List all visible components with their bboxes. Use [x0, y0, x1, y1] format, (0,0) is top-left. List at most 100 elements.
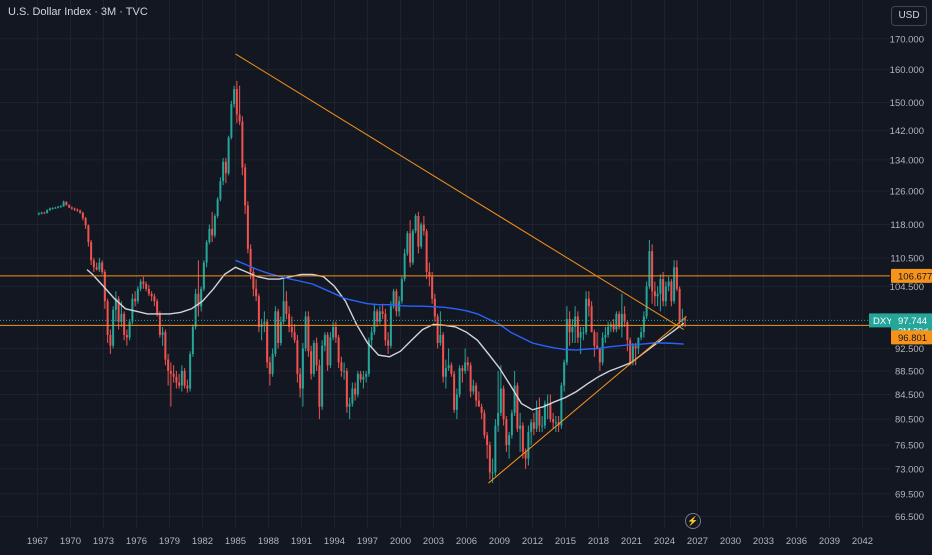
x-axis[interactable]: 1967 1970 1973 1976 1979 1982 1985 1988 1991 1994…	[27, 536, 873, 547]
candle-body	[145, 283, 148, 289]
candle-body	[431, 276, 434, 299]
candle-body	[516, 385, 519, 429]
candle-body	[475, 385, 478, 401]
candle-body	[549, 403, 552, 420]
candle-body	[664, 286, 667, 302]
candlestick-series	[37, 80, 687, 484]
candle-body	[508, 435, 511, 446]
x-tick-label: 2024	[654, 536, 675, 547]
current-price-label: 97.744	[898, 316, 927, 327]
candle-body	[252, 271, 255, 289]
candle-body	[532, 422, 535, 429]
candle-body	[659, 279, 662, 294]
chart-title: U.S. Dollar Index · 3M · TVC	[8, 6, 148, 18]
candle-body	[414, 215, 417, 232]
candle-body	[197, 293, 200, 307]
candle-body	[618, 313, 621, 327]
y-tick-label: 118.000	[890, 220, 924, 231]
candle-body	[249, 248, 252, 272]
candle-body	[301, 348, 304, 389]
candle-body	[499, 388, 502, 413]
y-tick-label: 92.500	[895, 344, 924, 355]
candle-body	[565, 319, 568, 363]
candle-body	[54, 207, 57, 209]
candle-body	[326, 334, 329, 366]
candle-body	[417, 215, 420, 247]
candle-body	[527, 431, 530, 459]
candle-body	[502, 388, 505, 420]
candle-body	[530, 422, 533, 432]
candle-body	[563, 362, 566, 386]
candle-body	[640, 332, 643, 338]
candle-body	[304, 316, 307, 349]
y-tick-label: 66.500	[895, 512, 924, 523]
candle-body	[200, 288, 203, 307]
candle-body	[488, 445, 491, 473]
candle-body	[615, 313, 618, 330]
candle-body	[43, 212, 46, 214]
candle-body	[505, 419, 508, 446]
candle-body	[290, 326, 293, 333]
candle-body	[571, 326, 574, 333]
candle-body	[554, 422, 557, 424]
candle-body	[483, 412, 486, 436]
candle-body	[68, 205, 71, 208]
candle-body	[343, 370, 346, 372]
candle-body	[238, 114, 241, 122]
candle-body	[598, 348, 601, 363]
candle-body	[362, 376, 365, 380]
candle-body	[323, 334, 326, 346]
candle-body	[147, 288, 150, 294]
candle-body	[109, 334, 112, 346]
candle-body	[684, 319, 687, 321]
candle-body	[169, 370, 172, 374]
lightning-bolt-icon[interactable]: ⚡	[685, 513, 701, 529]
x-tick-label: 2003	[423, 536, 444, 547]
moving-average-lines	[86, 259, 685, 411]
candle-body	[257, 296, 260, 327]
x-tick-label: 2000	[390, 536, 411, 547]
candle-body	[376, 311, 379, 322]
candle-body	[409, 233, 412, 263]
y-tick-label: 88.500	[895, 366, 924, 377]
y-axis[interactable]: 170.000 160.000 150.000 142.000 134.000 126.0…	[890, 34, 924, 523]
currency-button[interactable]: USD	[891, 6, 927, 26]
candle-body	[428, 271, 431, 277]
x-tick-label: 2009	[489, 536, 510, 547]
candle-body	[117, 298, 120, 322]
candle-body	[455, 394, 458, 410]
candle-body	[645, 286, 648, 317]
candle-body	[142, 281, 145, 284]
candle-body	[387, 340, 390, 346]
candle-body	[277, 311, 280, 343]
candle-body	[194, 293, 197, 327]
candle-body	[189, 353, 192, 389]
candle-body	[296, 340, 299, 374]
candle-body	[90, 242, 93, 261]
candle-body	[538, 409, 541, 426]
candle-body	[299, 373, 302, 389]
candle-body	[139, 281, 142, 289]
candle-body	[433, 298, 436, 317]
candle-body	[651, 251, 654, 292]
y-tick-label: 80.500	[895, 415, 924, 426]
candle-body	[447, 365, 450, 369]
x-tick-label: 2027	[687, 536, 708, 547]
candle-body	[653, 291, 656, 297]
candle-body	[65, 201, 68, 206]
candle-body	[596, 345, 599, 349]
candle-body	[150, 293, 153, 297]
y-tick-label: 84.500	[895, 390, 924, 401]
candle-body	[98, 262, 101, 270]
y-tick-label: 160.000	[890, 65, 924, 76]
candle-body	[178, 382, 181, 386]
y-tick-label: 76.500	[895, 441, 924, 452]
candle-body	[395, 291, 398, 312]
candle-body	[510, 412, 513, 436]
candle-body	[604, 334, 607, 338]
candle-body	[420, 224, 423, 247]
candle-body	[444, 368, 447, 377]
